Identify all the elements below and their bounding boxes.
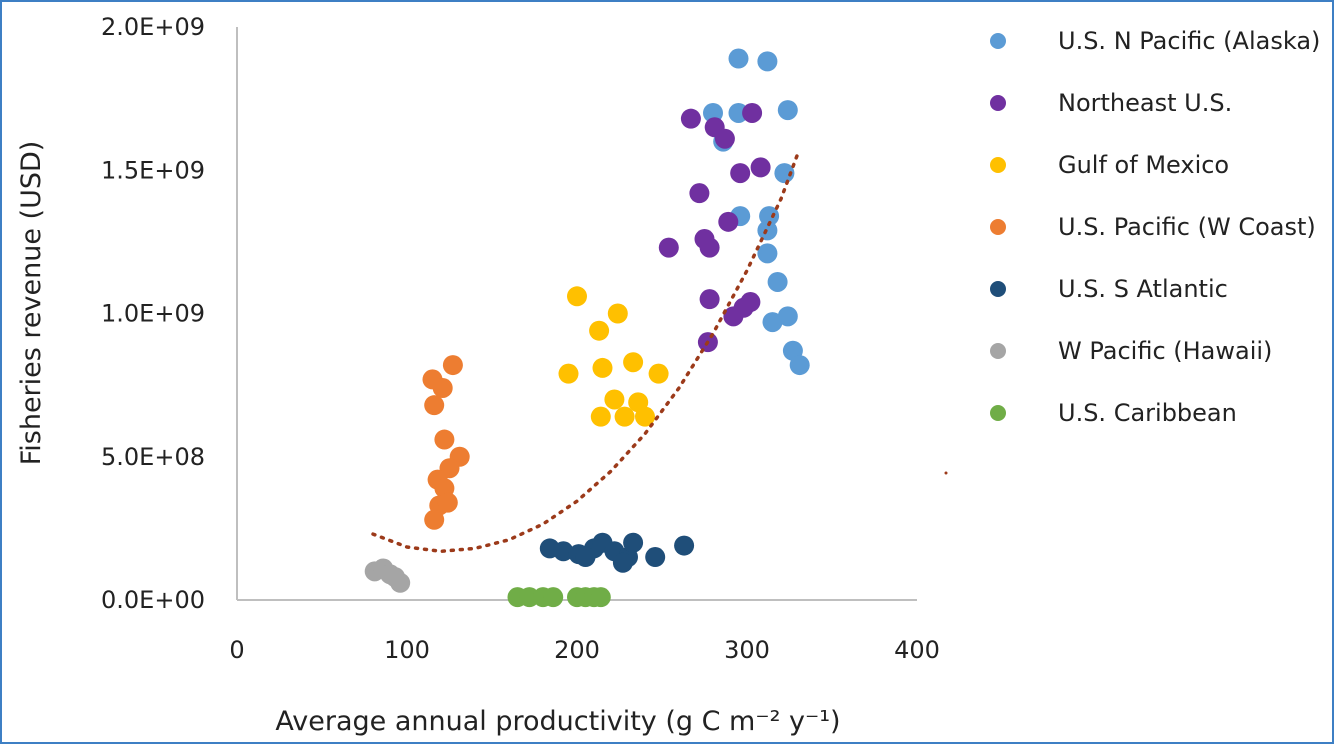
y-axis-title: Fisheries revenue (USD) bbox=[16, 141, 47, 466]
data-point bbox=[390, 572, 411, 593]
x-tick-label: 0 bbox=[229, 636, 244, 664]
data-point bbox=[424, 395, 445, 416]
data-point bbox=[543, 587, 564, 608]
y-tick-labels: 0.0E+00 5.0E+08 1.0E+09 1.5E+09 2.0E+09 bbox=[101, 13, 205, 614]
data-point bbox=[648, 363, 669, 384]
data-point bbox=[680, 108, 701, 129]
data-point bbox=[589, 320, 610, 341]
data-point bbox=[750, 157, 771, 178]
data-point bbox=[774, 163, 795, 184]
data-point bbox=[442, 355, 463, 376]
x-tick-labels: 0 100 200 300 400 bbox=[229, 636, 940, 664]
data-points bbox=[364, 48, 810, 608]
stray-mark bbox=[944, 471, 948, 475]
legend-label: U.S. S Atlantic bbox=[1058, 275, 1228, 303]
y-tick-label: 1.0E+09 bbox=[101, 300, 205, 328]
x-tick-label: 100 bbox=[384, 636, 430, 664]
data-point bbox=[437, 492, 458, 513]
data-point bbox=[567, 286, 587, 307]
data-point bbox=[762, 312, 783, 333]
x-tick-label: 300 bbox=[724, 636, 770, 664]
data-point bbox=[553, 541, 574, 562]
legend-marker bbox=[990, 95, 1006, 111]
legend-label: W Pacific (Hawaii) bbox=[1058, 337, 1272, 365]
data-point bbox=[590, 587, 611, 608]
legend-label: Gulf of Mexico bbox=[1058, 151, 1229, 179]
data-point bbox=[604, 389, 625, 410]
data-point bbox=[612, 552, 633, 573]
data-point bbox=[635, 406, 655, 427]
data-point bbox=[699, 237, 720, 258]
data-point bbox=[592, 357, 613, 378]
x-axis-title: Average annual productivity (g C m⁻² y⁻¹… bbox=[275, 706, 840, 737]
data-point bbox=[674, 535, 695, 556]
legend-marker bbox=[990, 33, 1006, 49]
x-tick-label: 200 bbox=[554, 636, 600, 664]
data-point bbox=[789, 355, 810, 376]
data-point bbox=[614, 406, 635, 427]
data-point bbox=[623, 352, 644, 373]
data-point bbox=[424, 509, 445, 530]
legend-marker bbox=[990, 343, 1006, 359]
data-point bbox=[714, 128, 735, 149]
data-point bbox=[558, 363, 579, 384]
legend-label: U.S. Caribbean bbox=[1058, 399, 1237, 427]
data-point bbox=[767, 271, 788, 292]
legend-marker bbox=[990, 219, 1006, 235]
data-point bbox=[432, 377, 453, 398]
data-point bbox=[742, 102, 763, 123]
y-tick-label: 5.0E+08 bbox=[101, 443, 205, 471]
legend-label: U.S. N Pacific (Alaska) bbox=[1058, 27, 1320, 55]
legend-label: Northeast U.S. bbox=[1058, 89, 1232, 117]
data-point bbox=[757, 243, 778, 264]
data-point bbox=[623, 532, 644, 553]
y-tick-label: 1.5E+09 bbox=[101, 156, 205, 184]
data-point bbox=[658, 237, 679, 258]
data-point bbox=[777, 306, 798, 327]
data-point bbox=[689, 183, 710, 204]
data-point bbox=[590, 406, 611, 427]
data-point bbox=[730, 163, 751, 184]
x-tick-label: 400 bbox=[894, 636, 940, 664]
data-point bbox=[699, 289, 720, 310]
legend: U.S. N Pacific (Alaska) Northeast U.S. Gul… bbox=[990, 27, 1320, 427]
data-point bbox=[575, 547, 596, 568]
data-point bbox=[777, 100, 798, 121]
data-point bbox=[723, 306, 744, 327]
data-point bbox=[434, 429, 455, 450]
data-point bbox=[728, 48, 749, 69]
y-tick-label: 2.0E+09 bbox=[101, 13, 205, 41]
legend-marker bbox=[990, 405, 1006, 421]
legend-label: U.S. Pacific (W Coast) bbox=[1058, 213, 1316, 241]
legend-marker bbox=[990, 281, 1006, 297]
y-tick-label: 0.0E+00 bbox=[101, 586, 205, 614]
data-point bbox=[645, 547, 666, 568]
axes bbox=[236, 27, 917, 601]
trendline bbox=[371, 151, 800, 554]
data-point bbox=[718, 211, 739, 232]
data-point bbox=[607, 303, 628, 324]
legend-marker bbox=[990, 157, 1006, 173]
data-point bbox=[757, 51, 778, 72]
